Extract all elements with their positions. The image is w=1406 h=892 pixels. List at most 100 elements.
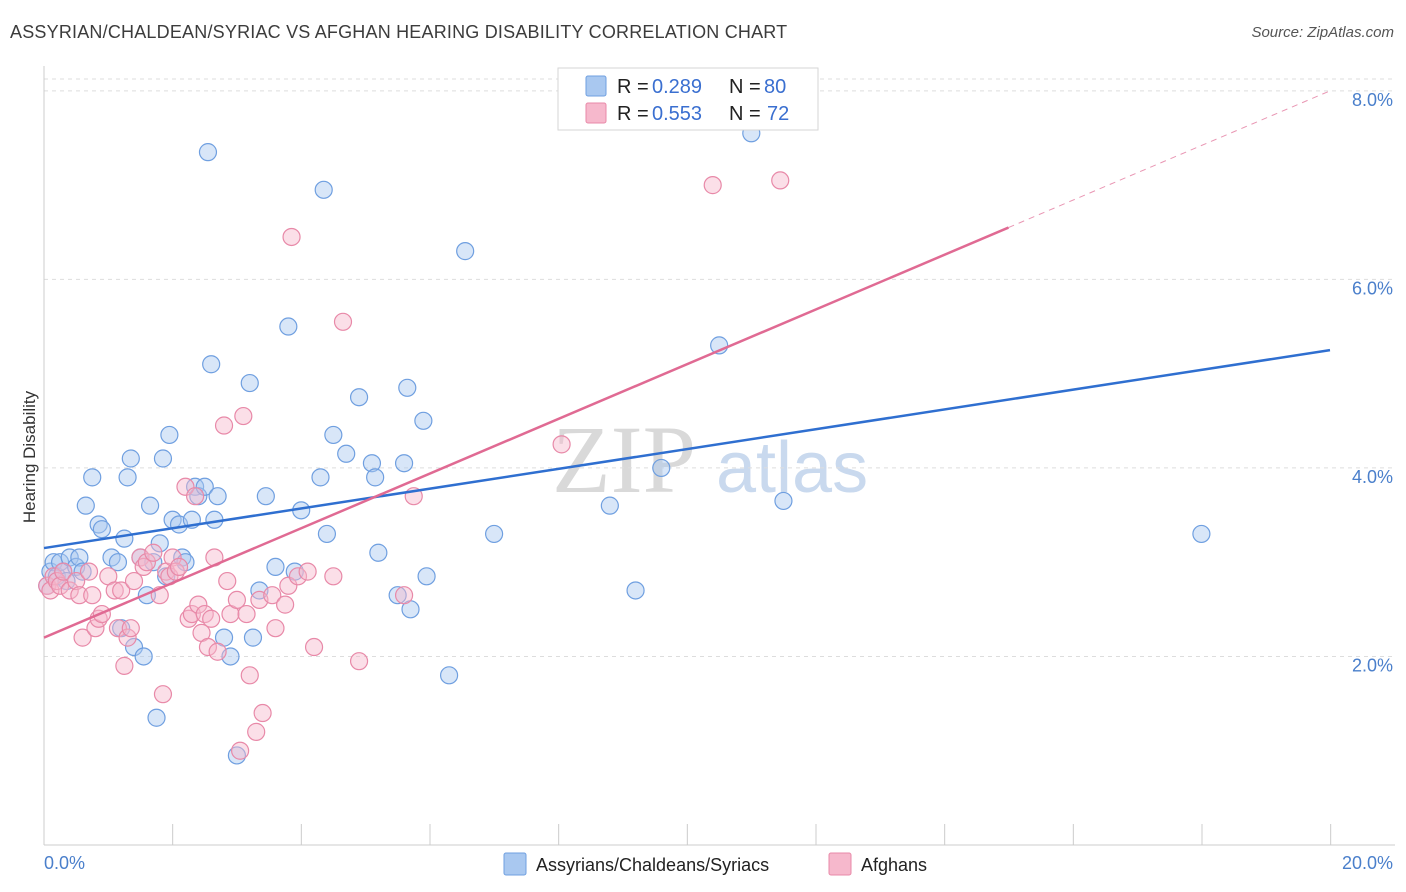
y-tick-label: 2.0% [1352, 655, 1393, 675]
assyrian-point [240, 373, 259, 393]
assyrian-point [266, 557, 285, 577]
legend-n-value-1: 80 [764, 76, 786, 98]
assyrian-point [414, 411, 433, 430]
afghan-point [214, 416, 234, 435]
assyrian-point [147, 708, 166, 727]
y-tick-label: 4.0% [1352, 467, 1393, 487]
assyrian-point [83, 468, 102, 487]
afghan-point [253, 703, 272, 723]
bottom-legend-label-assyrians: Assyrians/Chaldeans/Syriacs [536, 855, 769, 875]
assyrian-point [317, 524, 337, 544]
afghan-point [67, 571, 86, 591]
assyrian-point [439, 666, 459, 685]
assyrian-point [73, 562, 92, 581]
afghan-point [54, 562, 73, 581]
legend-n-label-1: N = [729, 76, 761, 98]
series-legend: Assyrians/Chaldeans/Syriacs Afghans [503, 852, 927, 876]
afghan-point [298, 562, 317, 581]
afghan-point [163, 548, 182, 567]
afghan-trend-line [43, 226, 1009, 639]
legend-r-label-2: R = [617, 103, 649, 125]
source-credit: Source: ZipAtlas.com [1251, 24, 1394, 41]
assyrian-point [652, 458, 671, 478]
assyrian-point [388, 586, 407, 605]
afghan-point [288, 567, 308, 586]
assyrian-point [243, 628, 263, 647]
afghan-point [115, 656, 134, 675]
assyrian-point [140, 496, 160, 515]
legend-r-label-1: R = [617, 76, 649, 98]
afghan-point [83, 586, 102, 605]
afghan-point [73, 628, 92, 647]
afghan-point [108, 619, 128, 638]
assyrian-point [279, 317, 298, 336]
afghan-point [176, 477, 195, 496]
assyrian-point [134, 647, 153, 666]
bottom-legend-swatch-pink [828, 852, 852, 876]
bottom-legend-swatch-blue [503, 852, 527, 876]
afghan-point [279, 576, 298, 595]
afghan-point [208, 642, 227, 661]
afghan-point [112, 581, 131, 600]
assyrian-point [362, 454, 382, 473]
assyrian-point [202, 355, 221, 374]
afghan-point [276, 595, 295, 614]
x-tick-label: 0.0% [44, 853, 85, 873]
y-tick-label: 6.0% [1352, 278, 1393, 298]
afghan-point [282, 227, 301, 247]
afghan-point [198, 637, 218, 657]
y-tick-label: 8.0% [1352, 90, 1393, 110]
assyrian-point [366, 468, 385, 487]
bottom-legend-label-afghans: Afghans [861, 855, 927, 875]
assyrian-point [208, 487, 227, 506]
assyrian-point [369, 543, 388, 562]
legend-n-value-2: 72 [767, 103, 789, 125]
afghan-point [247, 722, 266, 741]
afghan-trend-extension [1008, 90, 1331, 229]
afghan-point [234, 406, 253, 426]
assyrian-point [324, 425, 343, 445]
afghan-point [703, 176, 722, 195]
tick-labels: 2.0% 4.0% 6.0% 8.0% 0.0% 20.0% [44, 90, 1393, 873]
afghan-point [189, 595, 208, 614]
afghan-point [263, 586, 282, 605]
legend-n-label-2: N = [729, 103, 761, 125]
afghan-point [41, 581, 60, 600]
x-tick-label: 20.0% [1342, 853, 1393, 873]
assyrian-point [456, 242, 475, 261]
assyrian-point [108, 553, 128, 572]
assyrian-point [256, 487, 275, 506]
assyrian-point [124, 637, 144, 657]
afghan-point [218, 571, 237, 591]
assyrian-point [311, 468, 330, 487]
trend-lines [43, 90, 1331, 639]
afghan-point [324, 567, 343, 586]
afghan-point [304, 637, 324, 657]
afghan-point [60, 581, 79, 600]
assyrian-point [92, 520, 111, 539]
assyrian-point [485, 524, 504, 544]
axes [43, 66, 1395, 846]
afghan-point [202, 609, 221, 628]
assyrian-point [118, 468, 137, 487]
afghan-point [70, 586, 89, 605]
afghan-point [144, 543, 163, 562]
assyrian-point [417, 567, 436, 586]
afghan-point [186, 487, 205, 506]
afghan-point [182, 604, 201, 624]
assyrian-point [337, 444, 356, 463]
chart-title: ASSYRIAN/CHALDEAN/SYRIAC VS AFGHAN HEARI… [10, 22, 788, 42]
afghan-point [333, 312, 353, 331]
afghan-point [237, 604, 256, 624]
afghan-point [169, 557, 189, 577]
afghan-point [231, 741, 250, 760]
afghan-point [227, 590, 246, 610]
assyrian-point [150, 534, 169, 553]
afghan-point [153, 685, 173, 704]
assyrian-point [774, 491, 793, 511]
afghan-point [240, 666, 259, 685]
legend-swatch-pink [585, 102, 607, 124]
assyrian-point [394, 454, 414, 473]
afghan-point [266, 619, 285, 638]
